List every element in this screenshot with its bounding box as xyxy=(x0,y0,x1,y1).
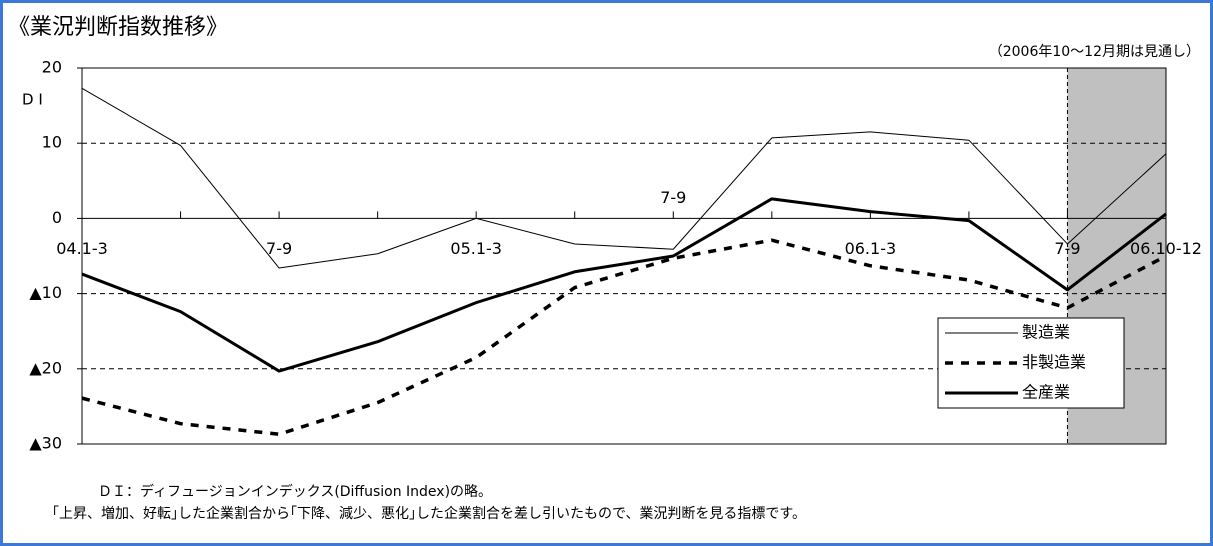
x-tick-label: 05.1-3 xyxy=(450,239,502,258)
y-tick-label: ▲20 xyxy=(29,358,62,377)
x-tick-label: 7-9 xyxy=(660,188,686,207)
y-tick-label: 0 xyxy=(52,208,62,227)
x-tick-label: 04.1-3 xyxy=(56,239,108,258)
footnote-line: ディフュージョンインデックス(Diffusion Index)の略。 xyxy=(140,483,492,500)
footnote-term: ＤＩ： xyxy=(98,484,140,500)
y-tick-label: 10 xyxy=(42,133,62,152)
legend-label: 全産業 xyxy=(1022,383,1070,402)
plot-area xyxy=(81,67,1167,445)
chart-title: 《業況判断指数推移》 xyxy=(8,15,228,40)
x-tick-label: 7-9 xyxy=(1054,239,1080,258)
y-axis-label: D I xyxy=(22,91,43,109)
data-line xyxy=(81,87,1167,269)
data-line xyxy=(81,197,1167,373)
x-tick-label: 06.1-3 xyxy=(845,239,897,258)
note: （2006年10～12月期は見通し） xyxy=(989,44,1200,60)
footnote-line: ｢上昇、増加、好転｣した企業割合から｢下降、減少、悪化｣した企業割合を差し引いた… xyxy=(52,505,806,522)
y-tick-label: ▲30 xyxy=(29,434,62,453)
y-tick-label: ▲10 xyxy=(29,283,62,302)
x-tick-label: 06.10-12 xyxy=(1130,239,1202,258)
legend-label: 製造業 xyxy=(1022,323,1070,342)
y-tick-label: 20 xyxy=(42,58,62,77)
legend-label: 非製造業 xyxy=(1022,353,1086,372)
x-tick-label: 7-9 xyxy=(266,239,292,258)
